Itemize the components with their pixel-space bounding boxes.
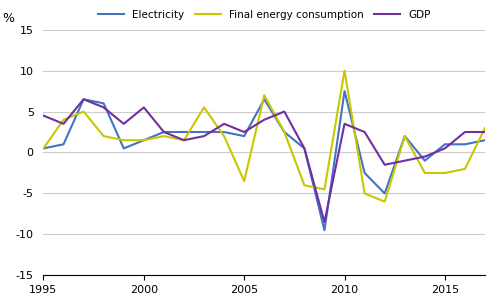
GDP [141, 106, 147, 109]
Line: GDP: GDP [43, 99, 485, 222]
GDP [462, 130, 468, 134]
Electricity [40, 146, 46, 150]
Final energy consumption [221, 134, 227, 138]
GDP [261, 118, 267, 121]
Final energy consumption [362, 192, 368, 195]
Electricity [382, 192, 388, 195]
Electricity [261, 98, 267, 101]
Electricity [302, 146, 308, 150]
Final energy consumption [462, 167, 468, 171]
GDP [181, 138, 187, 142]
Electricity [81, 98, 87, 101]
GDP [442, 146, 448, 150]
Electricity [201, 130, 207, 134]
Legend: Electricity, Final energy consumption, GDP: Electricity, Final energy consumption, G… [93, 5, 435, 24]
GDP [402, 159, 408, 162]
Electricity [462, 143, 468, 146]
GDP [221, 122, 227, 126]
GDP [101, 106, 107, 109]
Final energy consumption [261, 93, 267, 97]
Final energy consumption [321, 188, 327, 191]
Electricity [281, 130, 287, 134]
Final energy consumption [141, 138, 147, 142]
Final energy consumption [40, 146, 46, 150]
Electricity [362, 171, 368, 175]
GDP [422, 155, 428, 158]
Line: Final energy consumption: Final energy consumption [43, 71, 485, 202]
Line: Electricity: Electricity [43, 91, 485, 230]
Final energy consumption [201, 106, 207, 109]
Final energy consumption [281, 130, 287, 134]
Final energy consumption [121, 138, 127, 142]
Electricity [442, 143, 448, 146]
Electricity [241, 134, 247, 138]
GDP [201, 134, 207, 138]
Electricity [101, 101, 107, 105]
Final energy consumption [442, 171, 448, 175]
GDP [341, 122, 347, 126]
Final energy consumption [161, 134, 167, 138]
Final energy consumption [181, 138, 187, 142]
Electricity [402, 134, 408, 138]
Electricity [181, 130, 187, 134]
GDP [61, 122, 66, 126]
Final energy consumption [382, 200, 388, 204]
Final energy consumption [482, 126, 488, 130]
GDP [321, 220, 327, 224]
Electricity [422, 159, 428, 162]
GDP [121, 122, 127, 126]
Final energy consumption [341, 69, 347, 72]
Final energy consumption [61, 118, 66, 121]
Electricity [141, 138, 147, 142]
GDP [382, 163, 388, 167]
GDP [281, 110, 287, 113]
Final energy consumption [422, 171, 428, 175]
GDP [161, 130, 167, 134]
GDP [241, 130, 247, 134]
GDP [302, 146, 308, 150]
GDP [482, 130, 488, 134]
Final energy consumption [402, 134, 408, 138]
GDP [362, 130, 368, 134]
Final energy consumption [81, 110, 87, 113]
GDP [81, 98, 87, 101]
Electricity [61, 143, 66, 146]
Electricity [341, 89, 347, 93]
Electricity [482, 138, 488, 142]
Electricity [161, 130, 167, 134]
Electricity [221, 130, 227, 134]
Electricity [321, 229, 327, 232]
Y-axis label: %: % [2, 12, 14, 25]
Final energy consumption [241, 179, 247, 183]
Final energy consumption [302, 183, 308, 187]
GDP [40, 114, 46, 117]
Final energy consumption [101, 134, 107, 138]
Electricity [121, 146, 127, 150]
